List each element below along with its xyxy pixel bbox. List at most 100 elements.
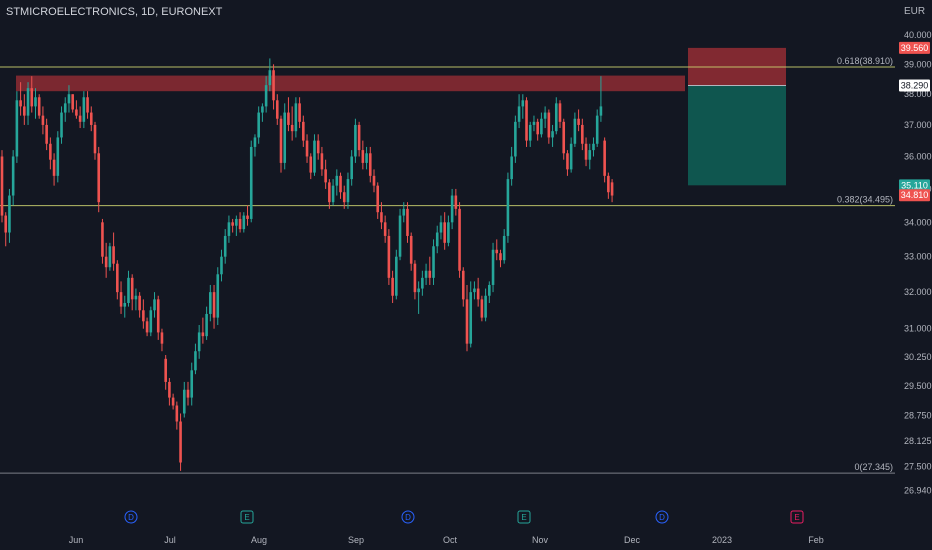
- earnings-marker[interactable]: E: [240, 510, 254, 524]
- candle-body[interactable]: [506, 179, 510, 236]
- candle-body[interactable]: [495, 249, 499, 254]
- candle-body[interactable]: [342, 192, 346, 203]
- candle-body[interactable]: [365, 153, 368, 163]
- candle-body[interactable]: [294, 103, 298, 132]
- candle-body[interactable]: [56, 137, 60, 176]
- candle-body[interactable]: [227, 222, 231, 236]
- candle-body[interactable]: [93, 124, 97, 154]
- candle-body[interactable]: [261, 106, 264, 113]
- candle-body[interactable]: [194, 351, 197, 371]
- candle-body[interactable]: [435, 232, 439, 247]
- candle-body[interactable]: [253, 137, 257, 147]
- candle-body[interactable]: [238, 218, 242, 230]
- candle-body[interactable]: [275, 100, 279, 119]
- candle-body[interactable]: [562, 121, 566, 154]
- candle-body[interactable]: [246, 215, 249, 219]
- candle-body[interactable]: [212, 292, 216, 318]
- candle-body[interactable]: [45, 124, 48, 144]
- candle-body[interactable]: [368, 153, 372, 176]
- candle-body[interactable]: [588, 150, 592, 160]
- candle-body[interactable]: [8, 195, 11, 233]
- candle-body[interactable]: [320, 153, 324, 170]
- candle-body[interactable]: [298, 103, 301, 122]
- candle-body[interactable]: [532, 121, 536, 125]
- candle-body[interactable]: [372, 175, 376, 186]
- candle-body[interactable]: [551, 131, 554, 138]
- candle-body[interactable]: [290, 124, 294, 132]
- candle-body[interactable]: [450, 195, 454, 223]
- candle-body[interactable]: [149, 310, 153, 333]
- candle-body[interactable]: [354, 124, 357, 157]
- candle-body[interactable]: [540, 118, 543, 135]
- candle-body[interactable]: [197, 332, 201, 352]
- candle-body[interactable]: [23, 106, 26, 116]
- candle-body[interactable]: [235, 218, 238, 226]
- candle-body[interactable]: [391, 277, 394, 296]
- candle-body[interactable]: [402, 208, 406, 216]
- candle-body[interactable]: [309, 156, 313, 173]
- candle-body[interactable]: [328, 182, 331, 203]
- candle-body[interactable]: [78, 115, 82, 122]
- candle-body[interactable]: [480, 299, 484, 318]
- candle-body[interactable]: [447, 222, 450, 243]
- candle-body[interactable]: [71, 94, 74, 110]
- candle-body[interactable]: [547, 112, 551, 138]
- candle-body[interactable]: [37, 97, 41, 116]
- candle-body[interactable]: [145, 321, 149, 333]
- candle-body[interactable]: [209, 292, 212, 314]
- candle-body[interactable]: [89, 112, 93, 125]
- candle-body[interactable]: [283, 112, 287, 163]
- candle-body[interactable]: [476, 288, 480, 300]
- candle-body[interactable]: [186, 389, 190, 398]
- candle-body[interactable]: [242, 215, 246, 230]
- candle-body[interactable]: [60, 112, 63, 138]
- candle-body[interactable]: [223, 235, 227, 257]
- dividend-marker[interactable]: D: [655, 510, 669, 524]
- candle-body[interactable]: [595, 115, 599, 144]
- candle-body[interactable]: [458, 208, 461, 271]
- candle-body[interactable]: [491, 249, 495, 285]
- candle-body[interactable]: [97, 153, 101, 203]
- candle-body[interactable]: [573, 118, 577, 144]
- candle-body[interactable]: [324, 169, 327, 183]
- candle-body[interactable]: [510, 156, 513, 180]
- candle-body[interactable]: [517, 106, 521, 122]
- dividend-marker[interactable]: D: [401, 510, 415, 524]
- candle-body[interactable]: [19, 100, 22, 107]
- dividend-marker[interactable]: D: [124, 510, 138, 524]
- take-profit-zone[interactable]: [688, 85, 786, 186]
- candle-body[interactable]: [603, 140, 606, 176]
- candle-body[interactable]: [302, 121, 305, 141]
- candle-body[interactable]: [11, 156, 15, 196]
- earnings-marker[interactable]: E: [790, 510, 804, 524]
- candle-body[interactable]: [130, 277, 134, 300]
- candle-body[interactable]: [75, 109, 78, 116]
- candle-body[interactable]: [443, 222, 446, 243]
- candle-body[interactable]: [581, 124, 584, 144]
- candle-body[interactable]: [335, 175, 339, 186]
- candle-body[interactable]: [383, 222, 387, 236]
- candle-body[interactable]: [160, 332, 164, 344]
- candle-body[interactable]: [4, 215, 8, 233]
- candle-body[interactable]: [134, 295, 138, 300]
- candle-body[interactable]: [584, 143, 588, 160]
- candle-body[interactable]: [119, 292, 123, 307]
- candle-body[interactable]: [346, 179, 350, 203]
- candle-body[interactable]: [112, 246, 115, 264]
- candle-body[interactable]: [231, 222, 234, 226]
- candle-body[interactable]: [566, 153, 569, 170]
- candle-body[interactable]: [108, 246, 112, 268]
- candle-body[interactable]: [86, 97, 89, 113]
- candle-body[interactable]: [558, 103, 562, 122]
- candle-body[interactable]: [268, 70, 272, 86]
- candle-body[interactable]: [350, 156, 353, 180]
- candle-body[interactable]: [52, 159, 56, 176]
- candle-body[interactable]: [34, 97, 37, 107]
- candle-body[interactable]: [182, 389, 186, 414]
- candle-body[interactable]: [67, 94, 71, 104]
- candle-body[interactable]: [514, 121, 517, 157]
- candle-body[interactable]: [409, 235, 413, 264]
- candle-body[interactable]: [205, 313, 208, 337]
- candle-body[interactable]: [313, 140, 316, 173]
- candle-body[interactable]: [49, 143, 52, 160]
